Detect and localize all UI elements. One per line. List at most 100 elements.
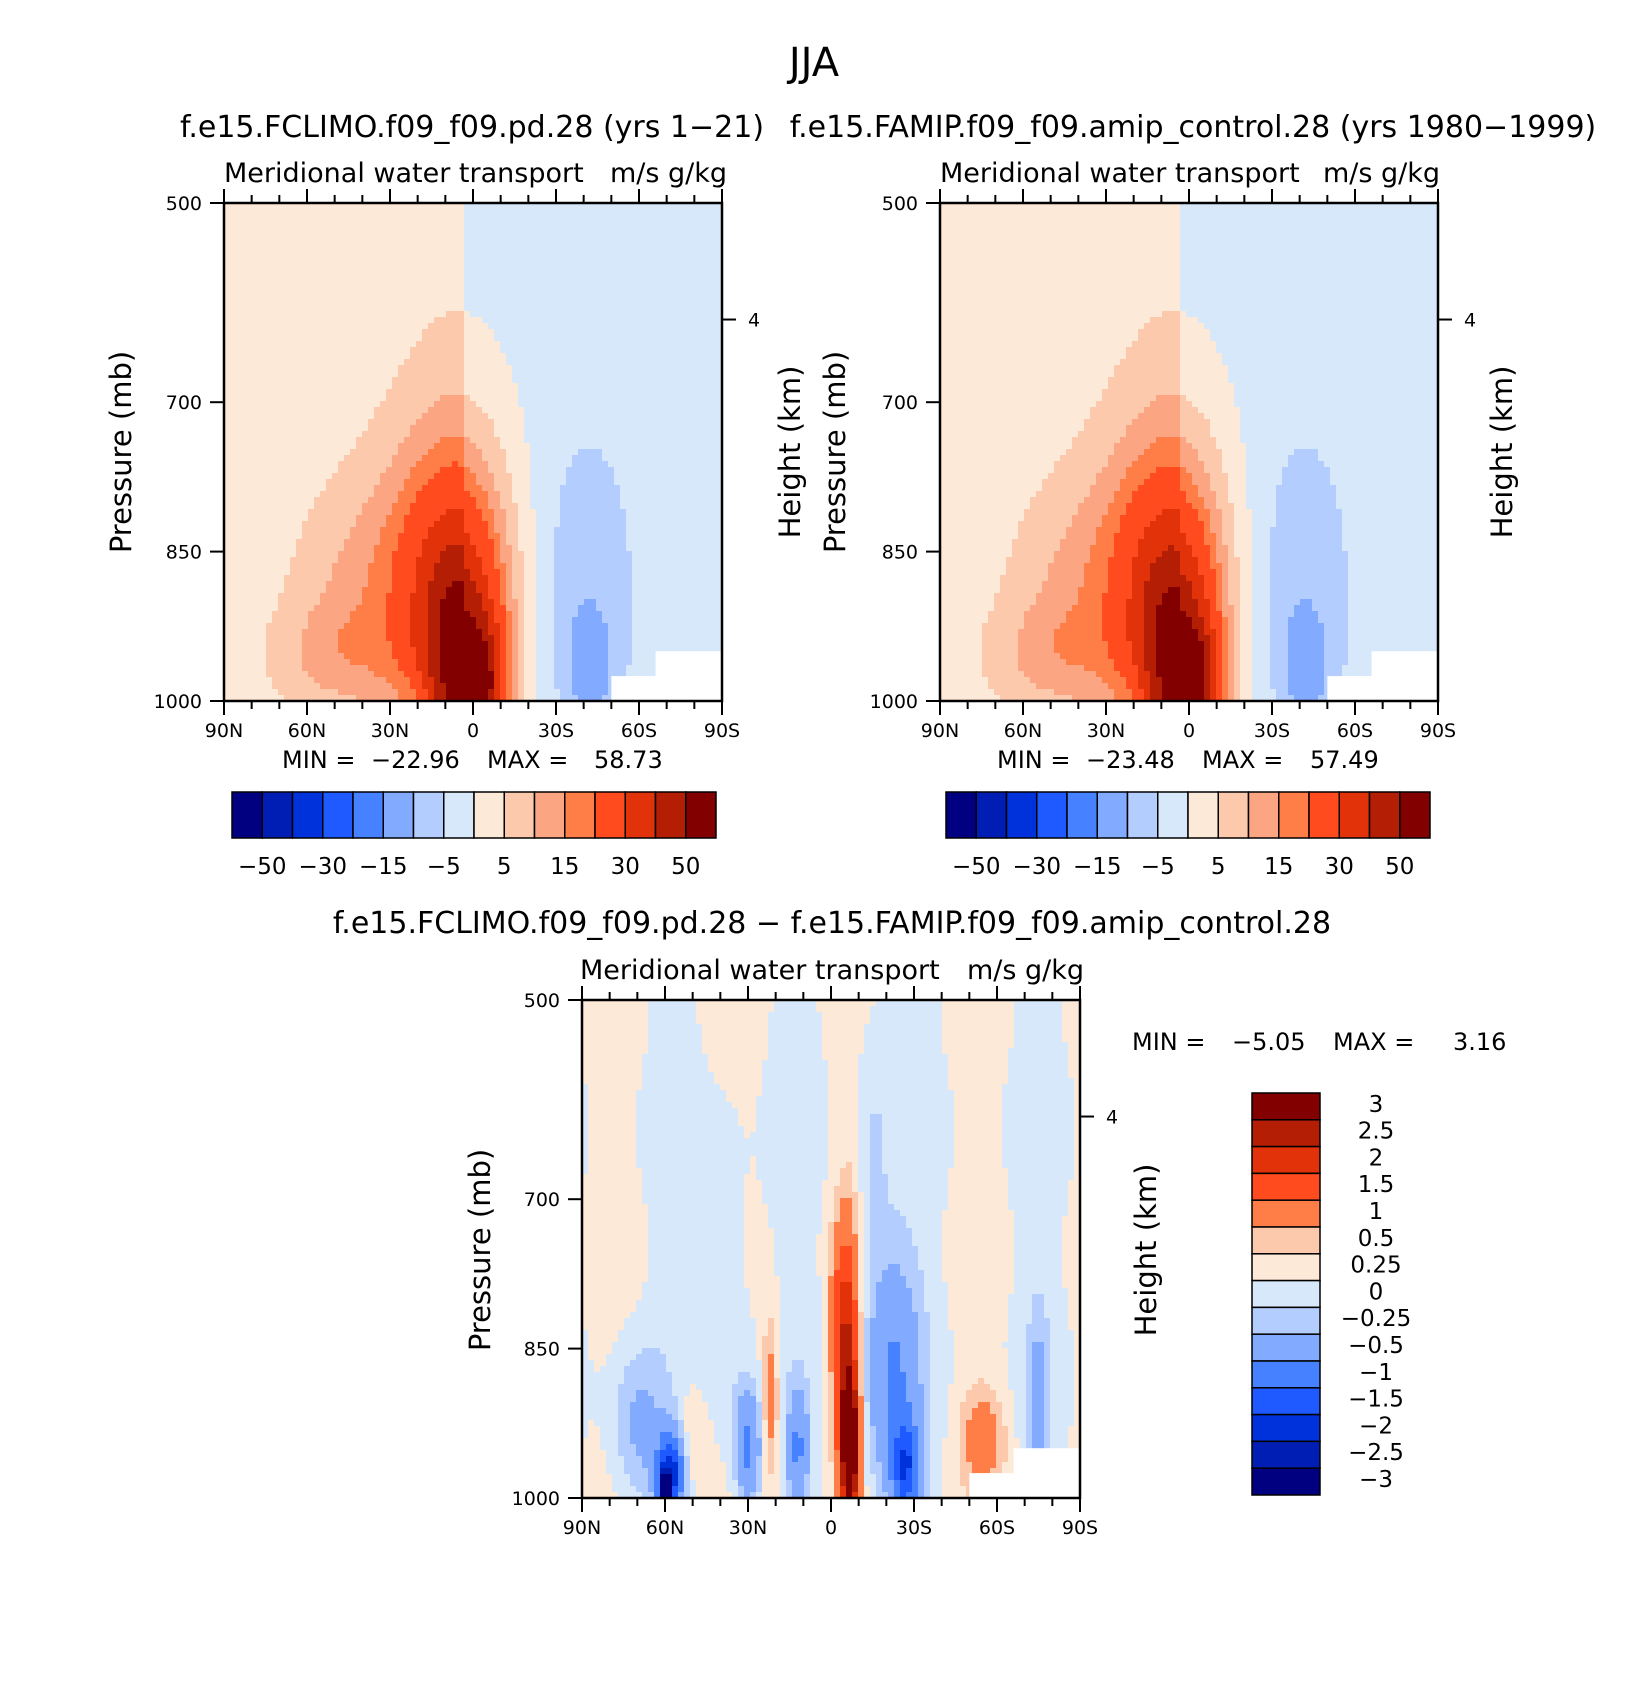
contour-cell bbox=[302, 413, 309, 420]
contour-cell bbox=[284, 209, 291, 216]
contour-cell bbox=[398, 413, 405, 420]
contour-cell bbox=[452, 431, 459, 438]
contour-cell bbox=[242, 323, 249, 330]
contour-cell bbox=[626, 485, 633, 492]
contour-cell bbox=[452, 437, 459, 444]
contour-cell bbox=[362, 275, 369, 282]
contour-cell bbox=[230, 329, 237, 336]
contour-cell bbox=[236, 311, 243, 318]
contour-cell bbox=[662, 449, 669, 456]
contour-cell bbox=[422, 395, 429, 402]
contour-cell bbox=[428, 323, 435, 330]
contour-cell bbox=[590, 221, 597, 228]
contour-cell bbox=[566, 437, 573, 444]
contour-cell bbox=[482, 425, 489, 432]
contour-cell bbox=[596, 419, 603, 426]
contour-cell bbox=[560, 491, 567, 498]
contour-cell bbox=[242, 329, 249, 336]
contour-cell bbox=[530, 443, 537, 450]
contour-cell bbox=[614, 515, 621, 522]
contour-cell bbox=[422, 533, 429, 540]
contour-cell bbox=[434, 281, 441, 288]
contour-cell bbox=[272, 425, 279, 432]
contour-cell bbox=[242, 311, 249, 318]
contour-cell bbox=[446, 449, 453, 456]
contour-cell bbox=[518, 557, 525, 564]
contour-cell bbox=[476, 377, 483, 384]
contour-cell bbox=[512, 329, 519, 336]
contour-cell bbox=[650, 371, 657, 378]
contour-cell bbox=[488, 539, 495, 546]
contour-cell bbox=[572, 305, 579, 312]
contour-cell bbox=[680, 299, 687, 306]
contour-cell bbox=[494, 467, 501, 474]
contour-cell bbox=[272, 293, 279, 300]
contour-cell bbox=[524, 281, 531, 288]
contour-cell bbox=[626, 401, 633, 408]
contour-cell bbox=[620, 461, 627, 468]
contour-cell bbox=[644, 491, 651, 498]
contour-cell bbox=[488, 515, 495, 522]
contour-cell bbox=[716, 251, 722, 258]
contour-cell bbox=[518, 545, 525, 552]
contour-cell bbox=[296, 389, 303, 396]
contour-cell bbox=[638, 437, 645, 444]
contour-cell bbox=[350, 479, 357, 486]
contour-cell bbox=[512, 287, 519, 294]
contour-cell bbox=[320, 467, 327, 474]
contour-cell bbox=[350, 305, 357, 312]
contour-cell bbox=[458, 557, 465, 564]
contour-cell bbox=[554, 557, 561, 564]
contour-cell bbox=[536, 299, 543, 306]
contour-cell bbox=[440, 239, 447, 246]
contour-cell bbox=[284, 455, 291, 462]
contour-cell bbox=[338, 365, 345, 372]
contour-cell bbox=[260, 401, 267, 408]
contour-cell bbox=[566, 389, 573, 396]
contour-cell bbox=[686, 203, 693, 210]
contour-cell bbox=[434, 215, 441, 222]
contour-cell bbox=[368, 203, 375, 210]
contour-cell bbox=[440, 317, 447, 324]
contour-cell bbox=[602, 425, 609, 432]
contour-cell bbox=[302, 245, 309, 252]
contour-cell bbox=[482, 239, 489, 246]
contour-cell bbox=[608, 293, 615, 300]
contour-cell bbox=[638, 527, 645, 534]
contour-cell bbox=[524, 497, 531, 504]
contour-cell bbox=[626, 545, 633, 552]
contour-cell bbox=[362, 203, 369, 210]
contour-cell bbox=[446, 365, 453, 372]
contour-cell bbox=[410, 359, 417, 366]
contour-cell bbox=[566, 431, 573, 438]
contour-cell bbox=[710, 293, 717, 300]
contour-cell bbox=[398, 539, 405, 546]
contour-cell bbox=[518, 233, 525, 240]
contour-cell bbox=[350, 239, 357, 246]
contour-cell bbox=[410, 287, 417, 294]
contour-cell bbox=[350, 467, 357, 474]
contour-cell bbox=[314, 329, 321, 336]
contour-cell bbox=[260, 287, 267, 294]
contour-cell bbox=[482, 383, 489, 390]
contour-cell bbox=[524, 383, 531, 390]
contour-cell bbox=[230, 209, 237, 216]
contour-cell bbox=[296, 311, 303, 318]
contour-cell bbox=[314, 215, 321, 222]
contour-cell bbox=[710, 449, 717, 456]
contour-cell bbox=[608, 389, 615, 396]
contour-cell bbox=[224, 527, 231, 534]
contour-cell bbox=[602, 275, 609, 282]
contour-cell bbox=[476, 365, 483, 372]
contour-cell bbox=[470, 347, 477, 354]
contour-cell bbox=[224, 275, 231, 282]
contour-cell bbox=[284, 485, 291, 492]
contour-cell bbox=[584, 239, 591, 246]
contour-cell bbox=[662, 203, 669, 210]
contour-cell bbox=[308, 287, 315, 294]
contour-cell bbox=[494, 413, 501, 420]
contour-cell bbox=[230, 545, 237, 552]
contour-cell bbox=[650, 383, 657, 390]
contour-cell bbox=[464, 407, 471, 414]
contour-cell bbox=[650, 275, 657, 282]
